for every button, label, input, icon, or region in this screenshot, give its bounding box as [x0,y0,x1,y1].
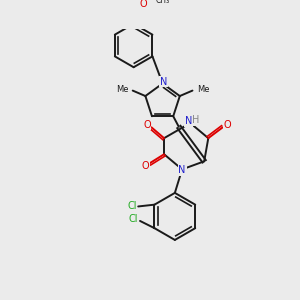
Text: O: O [143,120,151,130]
Text: O: O [224,120,231,130]
Text: N: N [185,116,192,126]
Text: Cl: Cl [129,214,138,224]
Text: O: O [141,161,149,171]
Text: N: N [178,165,186,175]
Text: CH₃: CH₃ [155,0,170,5]
Text: Cl: Cl [127,202,136,212]
Text: H: H [192,115,200,125]
Text: O: O [140,0,147,9]
Text: Me: Me [197,85,209,94]
Text: N: N [160,77,167,87]
Text: Me: Me [116,85,128,94]
